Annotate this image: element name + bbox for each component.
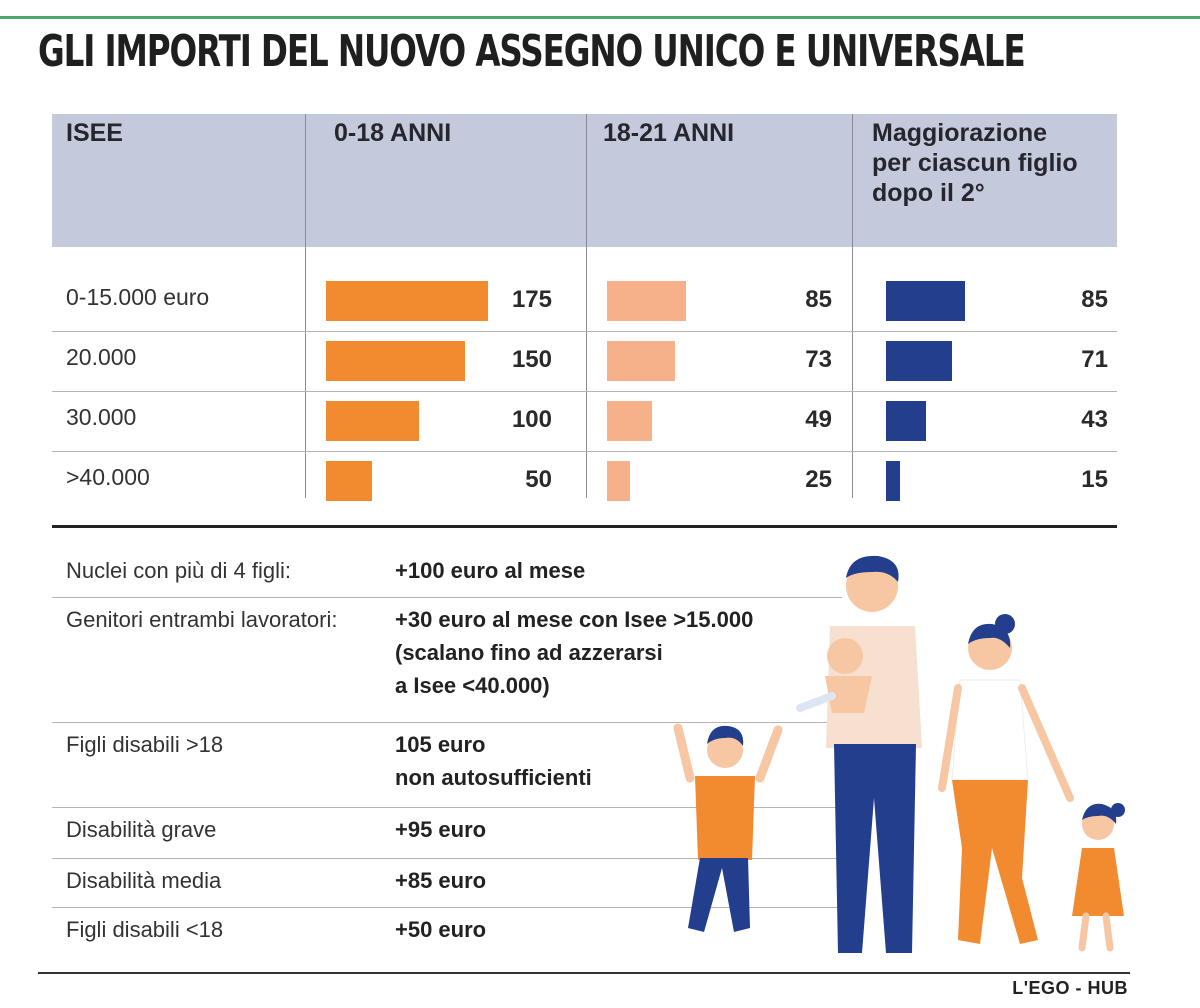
bar-18-21	[607, 461, 631, 501]
value-label: 49	[805, 406, 832, 433]
bonus-separator	[52, 597, 842, 598]
bar-0-18	[326, 281, 488, 321]
isee-row-label: 20.000	[66, 344, 137, 370]
bar-0-18	[326, 341, 465, 381]
section-divider	[52, 525, 1117, 528]
bonus-separator	[52, 807, 842, 808]
value-label: 85	[1081, 286, 1108, 313]
row-separator	[52, 451, 1117, 452]
mother-figure	[938, 614, 1074, 944]
top-accent-line	[0, 16, 1200, 19]
row-separator	[52, 331, 1117, 332]
column-divider	[852, 114, 853, 498]
bottom-rule	[38, 972, 1130, 974]
bonus-value: +85 euro	[395, 868, 487, 893]
bonus-label: Genitori entrambi lavoratori:	[66, 607, 338, 632]
bonus-label: Figli disabili <18	[66, 917, 224, 942]
credit-label: L'EGO - HUB	[1012, 978, 1128, 998]
bonus-value: +50 euro	[395, 917, 487, 942]
header-18-21: 18-21 ANNI	[603, 119, 735, 147]
bar-0-18	[326, 461, 373, 501]
value-label: 15	[1081, 466, 1108, 493]
bar-maggiorazione	[886, 281, 965, 321]
bonus-value: non autosufficienti	[395, 765, 592, 790]
value-label: 71	[1081, 346, 1108, 373]
column-divider	[586, 114, 587, 498]
bar-18-21	[607, 401, 653, 441]
header-maggiorazione: Maggiorazione per ciascun figlio dopo il…	[872, 118, 1078, 208]
isee-row-label: 0-15.000 euro	[66, 284, 210, 310]
girl-figure	[1072, 803, 1125, 952]
boy-figure	[673, 723, 783, 932]
header-isee: ISEE	[66, 119, 123, 147]
bar-maggiorazione	[886, 341, 952, 381]
bar-maggiorazione	[886, 401, 926, 441]
header-maggiorazione-line2: per ciascun figlio	[872, 149, 1078, 177]
bonus-separator	[52, 907, 842, 908]
value-label: 43	[1081, 406, 1108, 433]
value-label: 25	[805, 466, 832, 493]
table-header	[52, 114, 1117, 247]
value-label: 150	[511, 346, 552, 373]
bonus-label: Figli disabili >18	[66, 732, 224, 757]
bonus-value: +30 euro al mese con Isee >15.000	[395, 607, 754, 632]
father-figure	[796, 555, 922, 953]
bonus-value: +95 euro	[395, 817, 487, 842]
value-label: 85	[805, 286, 832, 313]
bar-0-18	[326, 401, 419, 441]
page-title: GLI IMPORTI DEL NUOVO ASSEGNO UNICO E UN…	[38, 26, 1026, 77]
row-separator	[52, 391, 1117, 392]
bonus-value: a Isee <40.000)	[395, 673, 550, 698]
bonus-value: (scalano fino ad azzerarsi	[395, 640, 663, 665]
bonus-label: Nuclei con più di 4 figli:	[66, 558, 292, 583]
bonus-value: +100 euro al mese	[395, 558, 586, 583]
bar-maggiorazione	[886, 461, 900, 501]
bonus-separator	[52, 858, 842, 859]
value-label: 175	[511, 286, 552, 313]
bar-18-21	[607, 341, 675, 381]
value-label: 50	[525, 466, 552, 493]
bonus-label: Disabilità media	[66, 868, 222, 893]
value-label: 73	[805, 346, 832, 373]
header-maggiorazione-line1: Maggiorazione	[872, 119, 1048, 147]
header-maggiorazione-line3: dopo il 2°	[872, 179, 985, 207]
bonus-separator	[52, 722, 842, 723]
value-label: 100	[511, 406, 552, 433]
bonus-value: 105 euro	[395, 732, 486, 757]
column-divider	[305, 114, 306, 498]
isee-row-label: >40.000	[66, 464, 150, 490]
bar-18-21	[607, 281, 686, 321]
isee-row-label: 30.000	[66, 404, 137, 430]
family-illustration	[673, 555, 1125, 953]
header-0-18: 0-18 ANNI	[334, 119, 452, 147]
bonus-label: Disabilità grave	[66, 817, 217, 842]
